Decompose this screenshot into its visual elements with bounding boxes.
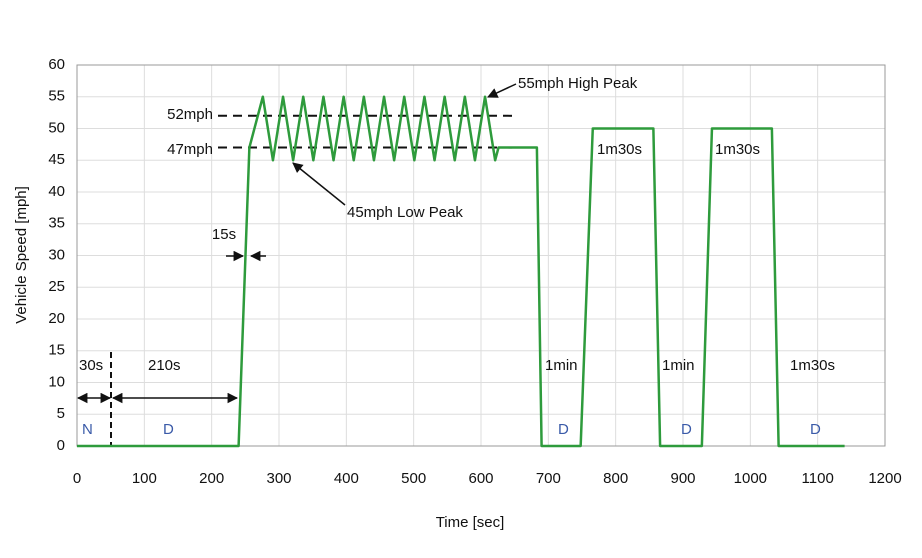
y-axis-label: Vehicle Speed [mph]: [13, 186, 30, 324]
x-tick-label: 1100: [802, 470, 834, 487]
y-tick-label: 40: [48, 183, 65, 200]
x-tick-label: 400: [334, 470, 359, 487]
y-tick-label: 50: [48, 119, 65, 136]
x-tick-label: 600: [468, 470, 493, 487]
annotation: 30s: [79, 357, 103, 374]
annotation: 47mph: [167, 141, 213, 158]
x-tick-label: 900: [670, 470, 695, 487]
annotation: 1m30s: [790, 357, 835, 374]
plot-frame: [76, 64, 886, 447]
x-tick-label: 1200: [868, 470, 901, 487]
y-tick-label: 30: [48, 246, 65, 263]
speed-line: [77, 95, 845, 448]
x-tick-label: 1000: [734, 470, 767, 487]
x-tick-label: 700: [536, 470, 561, 487]
mode-label: D: [810, 421, 821, 438]
annotation: 1m30s: [597, 141, 642, 158]
y-tick-label: 55: [48, 88, 65, 105]
mode-label: D: [163, 421, 174, 438]
arrow: [487, 83, 517, 98]
annotation: 1min: [662, 357, 695, 374]
annotation: 45mph Low Peak: [347, 204, 463, 221]
annotation: 15s: [212, 226, 236, 243]
y-tick-label: 5: [57, 405, 65, 422]
mode-label: N: [82, 421, 93, 438]
y-tick-label: 0: [57, 437, 65, 454]
annotation: 55mph High Peak: [518, 75, 638, 92]
x-tick-label: 300: [266, 470, 291, 487]
mode-label: D: [558, 421, 569, 438]
annotation: 210s: [148, 357, 181, 374]
y-tick-label: 45: [48, 151, 65, 168]
x-tick-label: 800: [603, 470, 628, 487]
y-tick-label: 15: [48, 342, 65, 359]
x-tick-label: 0: [73, 470, 81, 487]
x-tick-label: 500: [401, 470, 426, 487]
mode-label: D: [681, 421, 692, 438]
x-tick-label: 100: [132, 470, 157, 487]
arrow: [292, 162, 346, 206]
y-tick-label: 60: [48, 56, 65, 73]
y-tick-label: 35: [48, 215, 65, 232]
annotation: 52mph: [167, 106, 213, 123]
y-tick-label: 20: [48, 310, 65, 327]
annotation: 1m30s: [715, 141, 760, 158]
x-tick-label: 200: [199, 470, 224, 487]
annotation: 1min: [545, 357, 578, 374]
x-axis-label: Time [sec]: [436, 514, 505, 531]
y-tick-label: 25: [48, 278, 65, 295]
y-tick-label: 10: [48, 373, 65, 390]
